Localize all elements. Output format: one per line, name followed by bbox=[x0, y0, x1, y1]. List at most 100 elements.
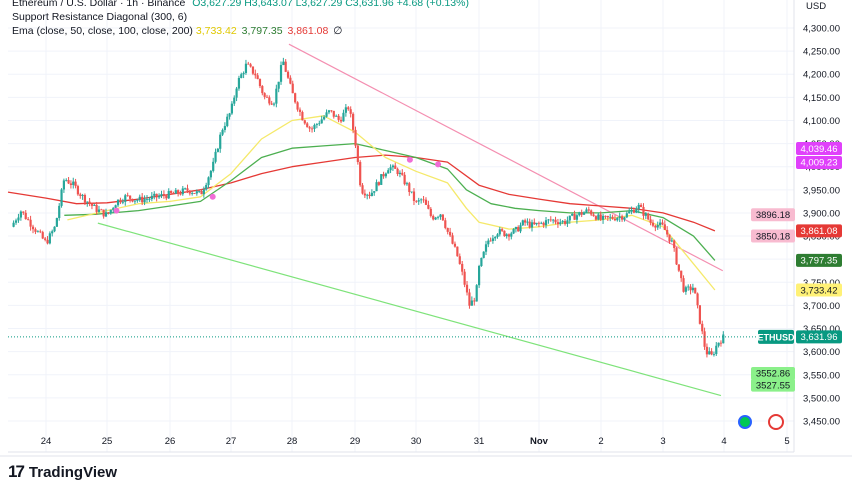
price-label-text: 3,861.08 bbox=[801, 226, 838, 237]
candle-body bbox=[470, 300, 473, 306]
legend-ema-empty-value: ∅ bbox=[333, 25, 343, 37]
candle-body bbox=[489, 240, 492, 242]
candle-body bbox=[682, 278, 685, 292]
candle-body bbox=[526, 221, 529, 223]
candle-body bbox=[519, 225, 522, 232]
candle-body bbox=[235, 88, 238, 98]
candle-body bbox=[446, 227, 449, 232]
candle-body bbox=[410, 191, 413, 193]
candle-body bbox=[680, 270, 683, 279]
x-tick-label: 29 bbox=[350, 436, 361, 447]
candle-body bbox=[200, 190, 203, 195]
candle-body bbox=[599, 214, 602, 220]
candle-body bbox=[332, 110, 335, 117]
legend-ohlc: O3,627.29 H3,643.07 L3,627.29 C3,631.96 … bbox=[192, 0, 469, 9]
candle-body bbox=[398, 172, 402, 175]
x-tick-label: 26 bbox=[165, 436, 176, 447]
candle-body bbox=[116, 199, 120, 206]
candle-body bbox=[517, 227, 520, 232]
candle-body bbox=[150, 195, 153, 200]
legend-ema50-value: 3,733.42 bbox=[195, 25, 237, 37]
legend-indicator-ema[interactable]: Ema (close, 50, close, 100, close, 200) … bbox=[12, 24, 469, 38]
candle-body bbox=[143, 199, 146, 203]
candle-body bbox=[505, 234, 508, 237]
candle-body bbox=[58, 205, 61, 219]
candle-body bbox=[256, 75, 259, 80]
candle-body bbox=[344, 107, 347, 113]
candle-body bbox=[514, 227, 517, 230]
candle-body bbox=[637, 204, 640, 210]
candle-body bbox=[422, 199, 425, 201]
candle-body bbox=[76, 186, 80, 195]
candle-body bbox=[86, 201, 89, 203]
candle-body bbox=[193, 193, 196, 194]
price-label-bg bbox=[751, 229, 795, 243]
ema100-line bbox=[64, 142, 716, 261]
candle-body bbox=[27, 219, 30, 220]
candle-body bbox=[698, 305, 702, 324]
candle-body bbox=[29, 219, 32, 227]
candle-body bbox=[387, 170, 390, 174]
candle-body bbox=[352, 113, 355, 130]
tradingview-logo[interactable]: 17 TradingView bbox=[8, 462, 117, 482]
candle-body bbox=[510, 233, 513, 237]
candle-body bbox=[41, 232, 44, 239]
price-label-bg bbox=[796, 224, 842, 238]
candle-body bbox=[44, 238, 47, 240]
tradingview-logo-text: TradingView bbox=[28, 463, 118, 481]
candle-body bbox=[573, 213, 576, 220]
candle-body bbox=[496, 234, 499, 237]
candle-body bbox=[263, 93, 266, 97]
candle-body bbox=[441, 214, 444, 221]
candle-body bbox=[74, 181, 77, 187]
candle-body bbox=[60, 189, 63, 206]
candle-body bbox=[710, 351, 713, 355]
symbol-tag-bg bbox=[758, 329, 794, 344]
candle-body bbox=[405, 183, 409, 185]
candle-body bbox=[424, 199, 428, 205]
x-tick-label: 24 bbox=[41, 436, 52, 447]
candle-body bbox=[313, 124, 316, 129]
candle-body bbox=[384, 173, 388, 177]
candle-body bbox=[90, 203, 94, 206]
candle-body bbox=[254, 73, 257, 76]
legend-indicator-sr[interactable]: Support Resistance Diagonal (300, 6) bbox=[12, 11, 188, 23]
candle-body bbox=[521, 220, 524, 226]
candle-body bbox=[449, 231, 452, 236]
candle-body bbox=[121, 201, 124, 203]
candle-body bbox=[327, 110, 331, 113]
candle-body bbox=[17, 217, 20, 221]
candle-body bbox=[668, 234, 671, 242]
price-label-text: 3,733.42 bbox=[801, 285, 838, 296]
candle-body bbox=[663, 224, 666, 230]
candle-body bbox=[53, 226, 56, 232]
candle-body bbox=[625, 213, 628, 218]
candle-body bbox=[251, 66, 255, 74]
candle-body bbox=[537, 222, 540, 224]
candle-body bbox=[480, 257, 483, 267]
price-label-text: 3850.18 bbox=[756, 231, 790, 242]
candle-body bbox=[81, 195, 84, 196]
candle-body bbox=[417, 200, 420, 202]
candle-body bbox=[389, 167, 392, 171]
candle-body bbox=[412, 191, 416, 201]
currency-label: USD bbox=[806, 1, 826, 12]
candle-body bbox=[677, 264, 680, 271]
candle-body bbox=[568, 215, 571, 221]
candle-body bbox=[487, 240, 490, 245]
candle-body bbox=[112, 208, 115, 210]
x-tick-label: 31 bbox=[474, 436, 485, 447]
candle-body bbox=[51, 231, 54, 234]
candle-body bbox=[453, 243, 457, 247]
candle-body bbox=[36, 231, 39, 233]
candle-body bbox=[620, 216, 624, 220]
candle-body bbox=[323, 116, 326, 120]
candle-body bbox=[715, 345, 718, 355]
candle-body bbox=[270, 103, 273, 105]
legend-symbol-row[interactable]: Ethereum / U.S. Dollar · 1h · Binance O3… bbox=[12, 0, 469, 10]
y-tick-label: 3,450.00 bbox=[803, 417, 840, 428]
candle-body bbox=[458, 256, 461, 264]
candle-body bbox=[580, 212, 583, 215]
